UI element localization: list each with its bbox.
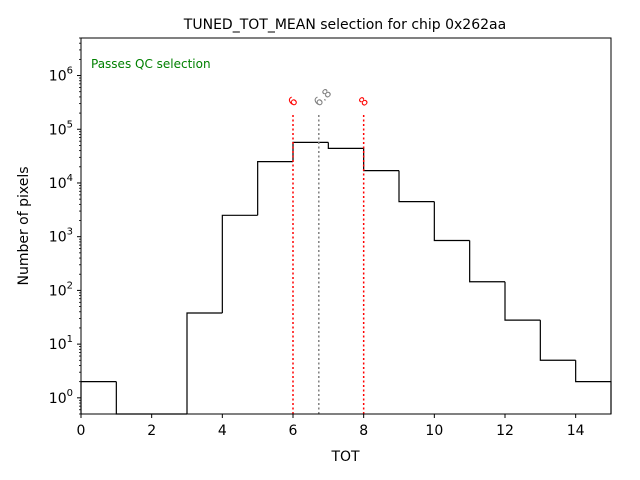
y-tick-label-1: 101 <box>49 334 73 353</box>
histogram-bin-6 <box>292 141 329 162</box>
x-tick-label-1: 2 <box>147 423 156 439</box>
histogram-bin-7 <box>327 142 364 150</box>
x-tick-label-5: 10 <box>425 423 443 439</box>
x-tick-label-4: 8 <box>359 423 368 439</box>
histogram-bin-9 <box>398 170 435 203</box>
histogram-bin-5 <box>257 160 293 216</box>
x-axis-label: TOT <box>330 449 360 465</box>
histogram-bin-0 <box>80 381 117 414</box>
x-tick-label-2: 4 <box>218 423 227 439</box>
vline-label-1: 6.8 <box>311 86 334 109</box>
plot-frame <box>80 37 612 415</box>
y-tick-label-5: 105 <box>49 119 73 138</box>
x-tick-label-0: 0 <box>77 423 86 439</box>
histogram-bin-1 <box>115 381 152 415</box>
y-axis-label: Number of pixels <box>16 166 32 285</box>
qc-annotation: Passes QC selection <box>91 57 211 71</box>
chart-title: TUNED_TOT_MEAN selection for chip 0x262a… <box>183 17 506 33</box>
y-tick-label-4: 104 <box>49 173 73 192</box>
histogram-bin-12 <box>504 281 541 321</box>
histogram-bin-4 <box>221 214 258 313</box>
y-tick-label-3: 103 <box>49 227 73 246</box>
histogram-bin-10 <box>433 201 470 242</box>
x-tick-label-6: 12 <box>496 423 514 439</box>
histogram-bin-14 <box>575 360 612 414</box>
x-tick-label-3: 6 <box>289 423 298 439</box>
vline-label-2: 8 <box>356 94 371 109</box>
histogram-bin-13 <box>539 320 576 361</box>
histogram-bin-8 <box>363 148 399 172</box>
histogram-bin-3 <box>186 312 223 414</box>
y-tick-label-0: 100 <box>49 388 73 407</box>
x-tick-label-7: 14 <box>567 423 585 439</box>
y-tick-label-2: 102 <box>49 280 73 299</box>
histogram-bin-11 <box>469 240 505 283</box>
y-tick-label-6: 106 <box>49 66 73 85</box>
plot-area: 6 6.8 8 <box>80 86 612 415</box>
vline-label-0: 6 <box>285 94 300 109</box>
